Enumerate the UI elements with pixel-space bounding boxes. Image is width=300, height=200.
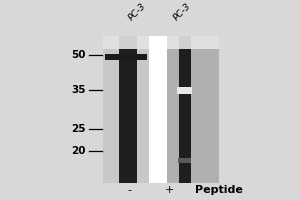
Bar [118, 36, 136, 49]
Bar [103, 36, 219, 183]
Text: 25: 25 [71, 124, 85, 134]
Text: PC-3: PC-3 [127, 1, 148, 22]
Bar [178, 158, 191, 163]
Bar [103, 36, 148, 183]
Bar [177, 87, 192, 94]
Text: 35: 35 [71, 85, 85, 95]
Bar [105, 54, 147, 60]
Bar [167, 36, 219, 183]
Text: -: - [127, 185, 131, 195]
Bar [118, 36, 136, 183]
Text: PC-3: PC-3 [172, 1, 193, 22]
Bar [178, 36, 190, 49]
Text: Peptide: Peptide [195, 185, 243, 195]
Bar [167, 36, 219, 49]
Bar [105, 54, 117, 58]
Text: +: + [165, 185, 174, 195]
Text: 20: 20 [71, 146, 85, 156]
Bar [148, 36, 166, 183]
Bar [103, 36, 148, 49]
Text: 50: 50 [71, 50, 85, 60]
Bar [178, 36, 190, 183]
